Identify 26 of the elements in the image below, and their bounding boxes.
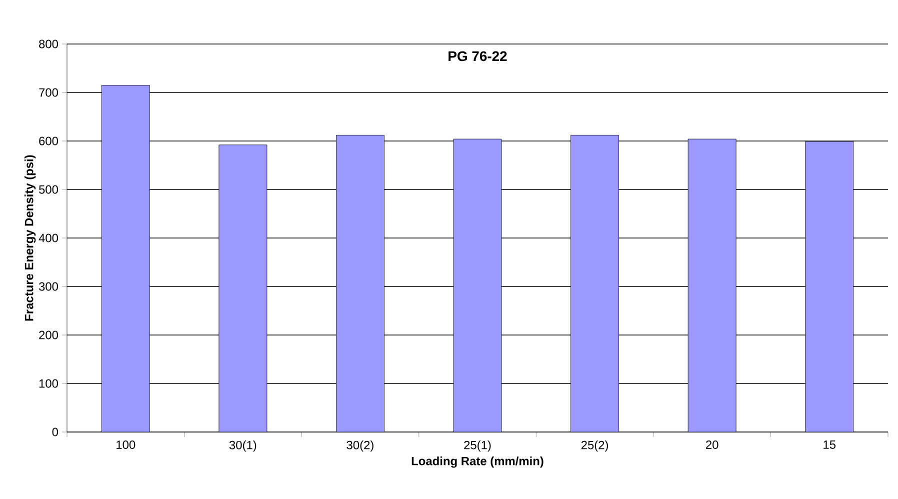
x-tick-label: 30(2) bbox=[346, 440, 374, 452]
y-tick-label: 600 bbox=[39, 136, 58, 146]
x-tick-label: 20 bbox=[706, 440, 718, 449]
x-tick-label: 25(2) bbox=[581, 440, 608, 452]
y-axis-title: Fracture Energy Density (psi) bbox=[24, 155, 36, 321]
y-tick-label: 400 bbox=[38, 234, 58, 242]
bar bbox=[218, 144, 267, 432]
y-tick-label: 200 bbox=[39, 330, 58, 340]
y-tick-label: 100 bbox=[39, 379, 58, 388]
bar bbox=[570, 135, 619, 432]
y-tick-label: 700 bbox=[39, 88, 58, 97]
chart-title: PG 76-22 bbox=[448, 51, 507, 62]
bar bbox=[454, 139, 502, 432]
x-axis-title: Loading Rate (mm/min) bbox=[412, 456, 544, 468]
bar bbox=[688, 139, 736, 432]
y-tick-label: 500 bbox=[39, 185, 58, 194]
y-tick-label: 0 bbox=[52, 428, 58, 436]
x-tick-label: 30(1) bbox=[229, 440, 256, 452]
y-tick-label: 800 bbox=[39, 40, 58, 48]
bar bbox=[336, 135, 384, 432]
y-tick-label: 300 bbox=[38, 282, 58, 291]
x-tick-label: 15 bbox=[824, 440, 836, 449]
x-tick-label: 25(1) bbox=[464, 440, 491, 452]
bar bbox=[805, 141, 854, 432]
x-tick-label: 100 bbox=[116, 440, 136, 449]
bar bbox=[102, 85, 150, 432]
